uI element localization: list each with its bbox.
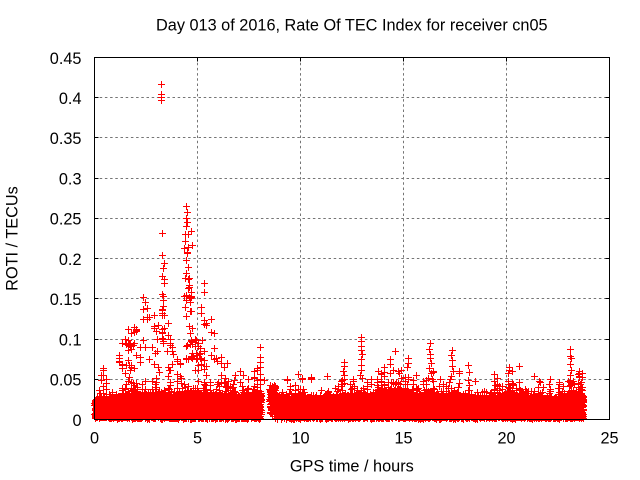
svg-text:GPS time / hours: GPS time / hours bbox=[290, 457, 414, 475]
svg-text:0.45: 0.45 bbox=[50, 50, 82, 68]
svg-text:0.3: 0.3 bbox=[59, 171, 82, 189]
svg-text:0.1: 0.1 bbox=[59, 331, 82, 349]
svg-text:0.15: 0.15 bbox=[50, 291, 82, 309]
svg-text:0.4: 0.4 bbox=[59, 90, 82, 108]
svg-text:Day 013 of 2016, Rate Of TEC I: Day 013 of 2016, Rate Of TEC Index for r… bbox=[156, 17, 548, 35]
svg-text:15: 15 bbox=[394, 430, 412, 448]
svg-text:20: 20 bbox=[497, 430, 515, 448]
svg-text:10: 10 bbox=[291, 430, 309, 448]
svg-text:0.05: 0.05 bbox=[50, 372, 82, 390]
svg-text:0.25: 0.25 bbox=[50, 211, 82, 229]
svg-text:0: 0 bbox=[72, 412, 81, 430]
svg-text:25: 25 bbox=[600, 430, 618, 448]
svg-text:0.35: 0.35 bbox=[50, 130, 82, 148]
svg-text:5: 5 bbox=[193, 430, 202, 448]
svg-text:0.2: 0.2 bbox=[59, 251, 82, 269]
svg-text:0: 0 bbox=[90, 430, 99, 448]
svg-text:ROTI / TECUs: ROTI / TECUs bbox=[4, 186, 22, 291]
